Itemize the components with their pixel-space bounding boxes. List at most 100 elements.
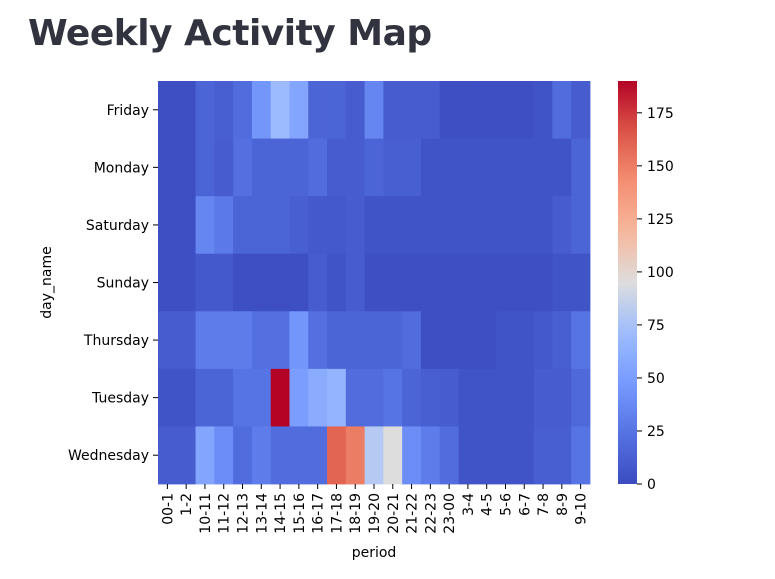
heatmap-cell: [327, 426, 347, 485]
heatmap-cell: [402, 196, 422, 255]
heatmap-cell: [233, 253, 253, 312]
heatmap-cell: [158, 253, 178, 312]
heatmap-cell: [458, 81, 478, 139]
heatmap-cell: [458, 311, 478, 370]
heatmap-cell: [270, 368, 290, 427]
heatmap-cell: [327, 253, 347, 312]
heatmap-cell: [533, 426, 553, 485]
heatmap-cell: [251, 253, 272, 312]
heatmap-cell: [214, 138, 234, 197]
x-tick-label: 9-10: [574, 493, 590, 525]
heatmap-cell: [158, 138, 178, 197]
heatmap-cell: [533, 81, 553, 139]
heatmap-cell: [552, 311, 572, 370]
heatmap-cell: [289, 138, 309, 197]
heatmap-cell: [345, 196, 366, 255]
heatmap-cell: [571, 81, 591, 139]
x-tick-label: 16-17: [311, 493, 327, 534]
heatmap-cell: [327, 81, 347, 139]
heatmap-cell: [439, 253, 459, 312]
heatmap-cell: [195, 81, 215, 139]
heatmap-cell: [514, 426, 535, 485]
heatmap-cell: [176, 138, 196, 197]
heatmap-cell: [214, 81, 234, 139]
heatmap-cell: [383, 368, 403, 427]
heatmap-cell: [496, 311, 516, 370]
heatmap-cell: [327, 196, 347, 255]
heatmap-cell: [420, 311, 441, 370]
heatmap-cell: [571, 196, 591, 255]
heatmap-cell: [420, 81, 441, 139]
colorbar-tick-label: 175: [647, 106, 674, 122]
colorbar-tick-label: 50: [647, 371, 665, 387]
heatmap-cell: [383, 253, 403, 312]
heatmap-cell: [364, 311, 384, 370]
heatmap-cell: [402, 368, 422, 427]
heatmap-cell: [195, 253, 215, 312]
x-tick-label: 15-16: [292, 493, 308, 534]
heatmap-cell: [176, 368, 196, 427]
heatmap-cell: [176, 253, 196, 312]
heatmap-cell: [195, 196, 215, 255]
heatmap-cell: [176, 311, 196, 370]
heatmap-cell: [214, 368, 234, 427]
heatmap-cell: [514, 311, 535, 370]
heatmap-cell: [251, 138, 272, 197]
x-tick-label: 17-18: [329, 493, 345, 534]
heatmap-cell: [214, 426, 234, 485]
heatmap-cell: [496, 196, 516, 255]
heatmap-cell: [402, 426, 422, 485]
heatmap-cell: [233, 196, 253, 255]
heatmap-cell: [496, 81, 516, 139]
heatmap-cell: [364, 81, 384, 139]
x-tick-label: 10-11: [198, 493, 214, 534]
heatmap-cell: [345, 253, 366, 312]
heatmap-cell: [308, 138, 328, 197]
heatmap-cell: [439, 196, 459, 255]
heatmap-cell: [402, 81, 422, 139]
heatmap-cell: [496, 253, 516, 312]
heatmap-cell: [552, 81, 572, 139]
y-axis-label: day_name: [39, 246, 55, 318]
y-tick-label: Thursday: [83, 333, 149, 349]
heatmap-cell: [533, 196, 553, 255]
heatmap-cell: [176, 81, 196, 139]
heatmap-cell: [308, 311, 328, 370]
heatmap-cell: [402, 253, 422, 312]
colorbar-gradient: [618, 81, 637, 484]
heatmap-cell: [251, 426, 272, 485]
heatmap-cell: [364, 196, 384, 255]
heatmap-cell: [158, 426, 178, 485]
heatmap-cell: [477, 368, 497, 427]
colorbar-tick-label: 25: [647, 424, 665, 440]
heatmap-cell: [477, 426, 497, 485]
x-tick-label: 1-2: [179, 493, 195, 516]
heatmap-cell: [289, 253, 309, 312]
heatmap-cell: [477, 311, 497, 370]
heatmap-cell: [458, 196, 478, 255]
heatmap-cell: [364, 138, 384, 197]
y-tick-label: Sunday: [97, 276, 149, 292]
heatmap-cell: [289, 426, 309, 485]
heatmap-cell: [533, 138, 553, 197]
heatmap-cell: [308, 196, 328, 255]
heatmap-cell: [514, 81, 535, 139]
heatmap-cell: [496, 138, 516, 197]
heatmap-cell: [477, 138, 497, 197]
heatmap-cell: [289, 368, 309, 427]
heatmap-cell: [195, 138, 215, 197]
x-tick-label: 8-9: [555, 493, 571, 516]
heatmap-cell: [308, 426, 328, 485]
heatmap-cell: [270, 81, 290, 139]
colorbar-tick-label: 125: [647, 212, 674, 228]
heatmap-cell: [308, 368, 328, 427]
heatmap-cell: [514, 138, 535, 197]
heatmap-cell: [477, 81, 497, 139]
heatmap-cell: [420, 253, 441, 312]
y-tick-label: Tuesday: [91, 391, 149, 407]
heatmap-cell: [458, 253, 478, 312]
heatmap-cell: [251, 368, 272, 427]
x-tick-label: 13-14: [254, 493, 270, 534]
heatmap-cell: [158, 311, 178, 370]
y-tick-label: Saturday: [86, 218, 149, 234]
